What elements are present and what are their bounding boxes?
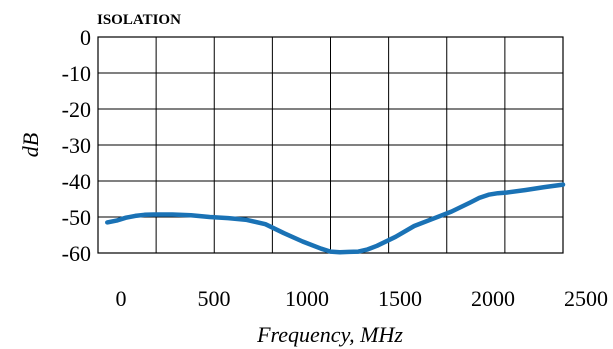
y-tick-labels: 0 -10 -20 -30 -40 -50 -60 <box>62 25 91 266</box>
y-tick-label: -40 <box>62 169 91 194</box>
isolation-series-line <box>105 182 566 255</box>
series-layer <box>105 182 566 255</box>
y-tick-label: 0 <box>80 25 91 50</box>
x-tick-label: 500 <box>198 286 231 311</box>
x-tick-label: 0 <box>116 286 127 311</box>
x-tick-labels: 0 500 1000 1500 2000 2500 <box>116 286 609 311</box>
y-tick-label: -10 <box>62 61 91 86</box>
x-tick-label: 1500 <box>378 286 422 311</box>
y-axis-label: dB <box>18 133 43 157</box>
x-tick-label: 1000 <box>285 286 329 311</box>
x-tick-label: 2000 <box>471 286 515 311</box>
y-tick-label: -60 <box>62 241 91 266</box>
chart-title: ISOLATION <box>97 12 181 28</box>
y-tick-label: -20 <box>62 97 91 122</box>
y-tick-label: -30 <box>62 133 91 158</box>
x-tick-label: 2500 <box>564 286 608 311</box>
x-axis-label: Frequency, MHz <box>256 322 403 347</box>
y-tick-label: -50 <box>62 205 91 230</box>
grid <box>97 36 564 254</box>
